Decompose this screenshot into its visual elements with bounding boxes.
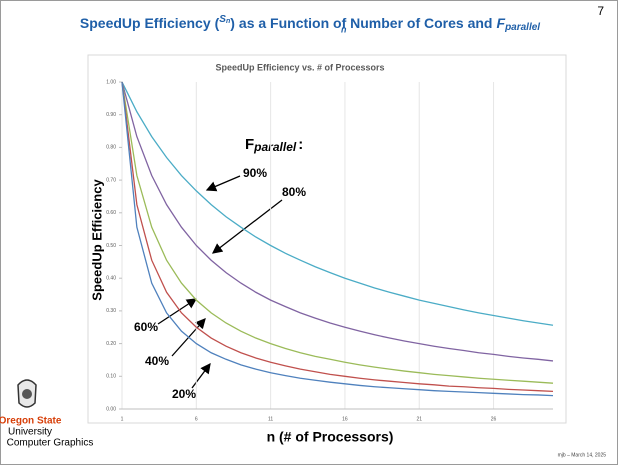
series-annotation: 20%	[172, 387, 196, 401]
y-tick-label: 1.00	[106, 79, 116, 85]
x-tick-label: 1	[121, 416, 124, 422]
fparallel-label: Fparallel:	[245, 136, 303, 154]
title-denominator: n	[341, 24, 347, 34]
logo-line1: Oregon State	[0, 416, 62, 427]
series-annotation: 80%	[282, 185, 306, 199]
logo: Oregon State University Computer Graphic…	[0, 379, 94, 449]
y-tick-label: 0.00	[106, 406, 116, 412]
y-axis-label: SpeedUp Efficiency	[89, 179, 104, 301]
series-line	[121, 81, 554, 326]
series-line	[121, 81, 554, 392]
x-tick-label: 26	[491, 416, 497, 422]
y-tick-label: 0.90	[106, 112, 116, 118]
logo-line2: University	[8, 427, 52, 438]
series-line	[121, 81, 554, 384]
logo-line3: Computer Graphics	[7, 438, 94, 449]
series-annotation: 90%	[243, 166, 267, 180]
slide-number: 7	[597, 4, 604, 18]
y-tick-label: 0.20	[106, 341, 116, 347]
x-tick-label: 6	[195, 416, 198, 422]
series-annotation: 40%	[145, 354, 169, 368]
x-tick-label: 11	[268, 416, 273, 422]
series-line	[121, 81, 554, 397]
series-line	[121, 81, 554, 362]
slide-title: SpeedUp Efficiency (Sn) as a Function of N…	[80, 14, 540, 33]
x-tick-label: 21	[416, 416, 422, 422]
y-tick-label: 0.40	[106, 276, 116, 282]
y-tick-label: 0.70	[106, 177, 116, 183]
y-tick-label: 0.60	[106, 210, 116, 216]
x-axis-label: n (# of Processors)	[267, 429, 394, 445]
x-tick-label: 16	[342, 416, 348, 422]
y-tick-label: 0.50	[106, 243, 116, 249]
chart-frame	[87, 54, 567, 424]
series-annotation: 60%	[134, 320, 158, 334]
footer: mjb – March 14, 2025	[558, 452, 607, 458]
y-tick-label: 0.80	[106, 145, 116, 151]
y-tick-label: 0.30	[106, 308, 116, 314]
chart-title: SpeedUp Efficiency vs. # of Processors	[215, 62, 384, 72]
y-tick-label: 0.10	[106, 374, 116, 380]
